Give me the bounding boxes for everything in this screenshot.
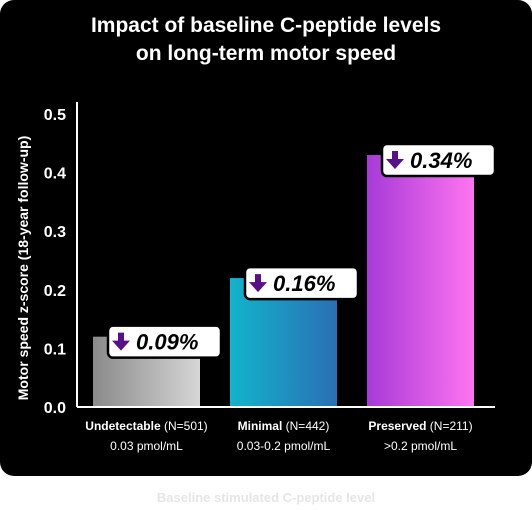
category-label: Undetectable (N=501) — [85, 419, 207, 433]
arrow-down-icon — [249, 274, 267, 293]
data-label-box: 0.16% — [243, 265, 360, 301]
chart-title-line-2: on long-term motor speed — [135, 42, 397, 65]
data-label-box: 0.34% — [380, 142, 497, 178]
data-label-background — [380, 142, 497, 178]
category-range: 0.03 pmol/mL — [110, 439, 183, 453]
category-name: Minimal — [238, 419, 283, 433]
arrow-down-icon — [386, 151, 404, 170]
category-name: Preserved — [368, 419, 426, 433]
data-label-background — [106, 324, 223, 359]
chart-panel: Impact of baseline C-peptide levels on l… — [0, 0, 532, 476]
data-label: 0.09% — [136, 330, 198, 355]
chart-title: Impact of baseline C-peptide levels on l… — [0, 12, 532, 68]
data-label: 0.16% — [273, 271, 335, 296]
data-label-background — [243, 265, 360, 301]
y-tick-label: 0.0 — [44, 400, 66, 417]
arrow-down-icon — [112, 332, 130, 351]
data-label-box: 0.09% — [106, 324, 223, 359]
y-tick-label: 0.2 — [44, 283, 66, 300]
y-axis-label: Motor speed z-score (18-year follow-up) — [15, 136, 31, 400]
category-label: Preserved (N=211) — [368, 419, 472, 433]
bar-chart: Motor speed z-score (18-year follow-up) … — [15, 102, 497, 453]
category-range: 0.03-0.2 pmol/mL — [237, 439, 331, 453]
category-count: (N=501) — [161, 419, 208, 433]
y-tick-label: 0.3 — [44, 224, 66, 241]
x-axis-label: Baseline stimulated C-peptide level — [156, 490, 376, 505]
data-label: 0.34% — [410, 148, 472, 173]
category-range: >0.2 pmol/mL — [384, 439, 457, 453]
y-tick-label: 0.5 — [44, 107, 66, 124]
category-name: Undetectable — [85, 419, 161, 433]
y-tick-label: 0.1 — [44, 341, 66, 358]
category-label: Minimal (N=442) — [238, 419, 330, 433]
category-count: (N=211) — [426, 419, 472, 433]
chart-title-line-1: Impact of baseline C-peptide levels — [90, 14, 442, 37]
bar — [367, 155, 474, 407]
category-count: (N=442) — [282, 419, 329, 433]
y-tick-label: 0.4 — [44, 166, 66, 183]
